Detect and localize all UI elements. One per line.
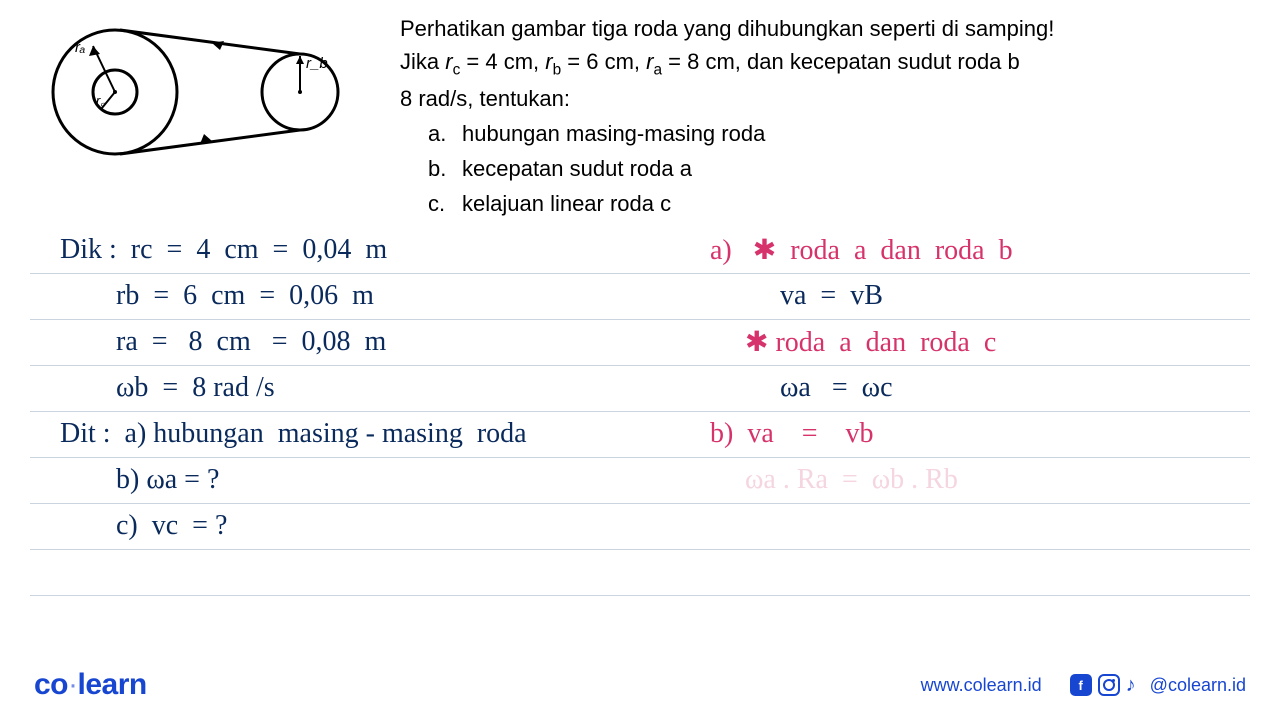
answer-b-faint: ωa . Ra = ωb . Rb — [710, 464, 958, 496]
footer-url: www.colearn.id — [921, 675, 1042, 696]
dik-rb: rb = 6 cm = 0,06 m — [60, 280, 374, 312]
problem-item-c: c. kelajuan linear roda c — [428, 187, 1260, 220]
dik-ra: ra = 8 cm = 0,08 m — [60, 326, 386, 358]
dik-wb: ωb = 8 rad /s — [60, 372, 275, 404]
answer-a-heading: a) ✱ roda a dan roda b — [710, 233, 1013, 267]
problem-statement: Perhatikan gambar tiga roda yang dihubun… — [400, 12, 1260, 220]
dit-a: Dit : a) hubungan masing - masing roda — [60, 418, 527, 450]
svg-text:rₐ: rₐ — [75, 39, 85, 56]
problem-line-3: 8 rad/s, tentukan: — [400, 82, 1260, 115]
dik-rc: Dik : rc = 4 cm = 0,04 m — [60, 234, 387, 266]
answer-b-heading: b) va = vb — [710, 418, 874, 450]
problem-item-a: a. hubungan masing-masing roda — [428, 117, 1260, 150]
colearn-logo: co·learn — [34, 668, 147, 702]
svg-text:r꜀: r꜀ — [96, 93, 105, 108]
svg-text:r_b: r_b — [306, 55, 328, 72]
social-icons: f ♪ — [1070, 674, 1136, 697]
problem-item-b: b. kecepatan sudut roda a — [428, 152, 1260, 185]
dit-b: b) ωa = ? — [60, 464, 219, 496]
facebook-icon: f — [1070, 674, 1092, 696]
wheel-diagram: rₐ r꜀ r_b — [20, 12, 380, 172]
problem-line-1: Perhatikan gambar tiga roda yang dihubun… — [400, 12, 1260, 45]
handwritten-solution: Dik : rc = 4 cm = 0,04 m a) ✱ roda a dan… — [0, 228, 1280, 596]
answer-a-eq2: ωa = ωc — [710, 372, 893, 404]
dit-c: c) vc = ? — [60, 510, 227, 542]
footer: co·learn www.colearn.id f ♪ @colearn.id — [0, 668, 1280, 702]
answer-a-heading2: ✱ roda a dan roda c — [710, 325, 996, 359]
footer-handle: @colearn.id — [1150, 675, 1246, 696]
instagram-icon — [1098, 674, 1120, 696]
problem-line-2: Jika rc = 4 cm, rb = 6 cm, ra = 8 cm, da… — [400, 45, 1260, 82]
tiktok-icon: ♪ — [1126, 674, 1136, 697]
answer-a-eq1: va = vB — [710, 280, 883, 312]
